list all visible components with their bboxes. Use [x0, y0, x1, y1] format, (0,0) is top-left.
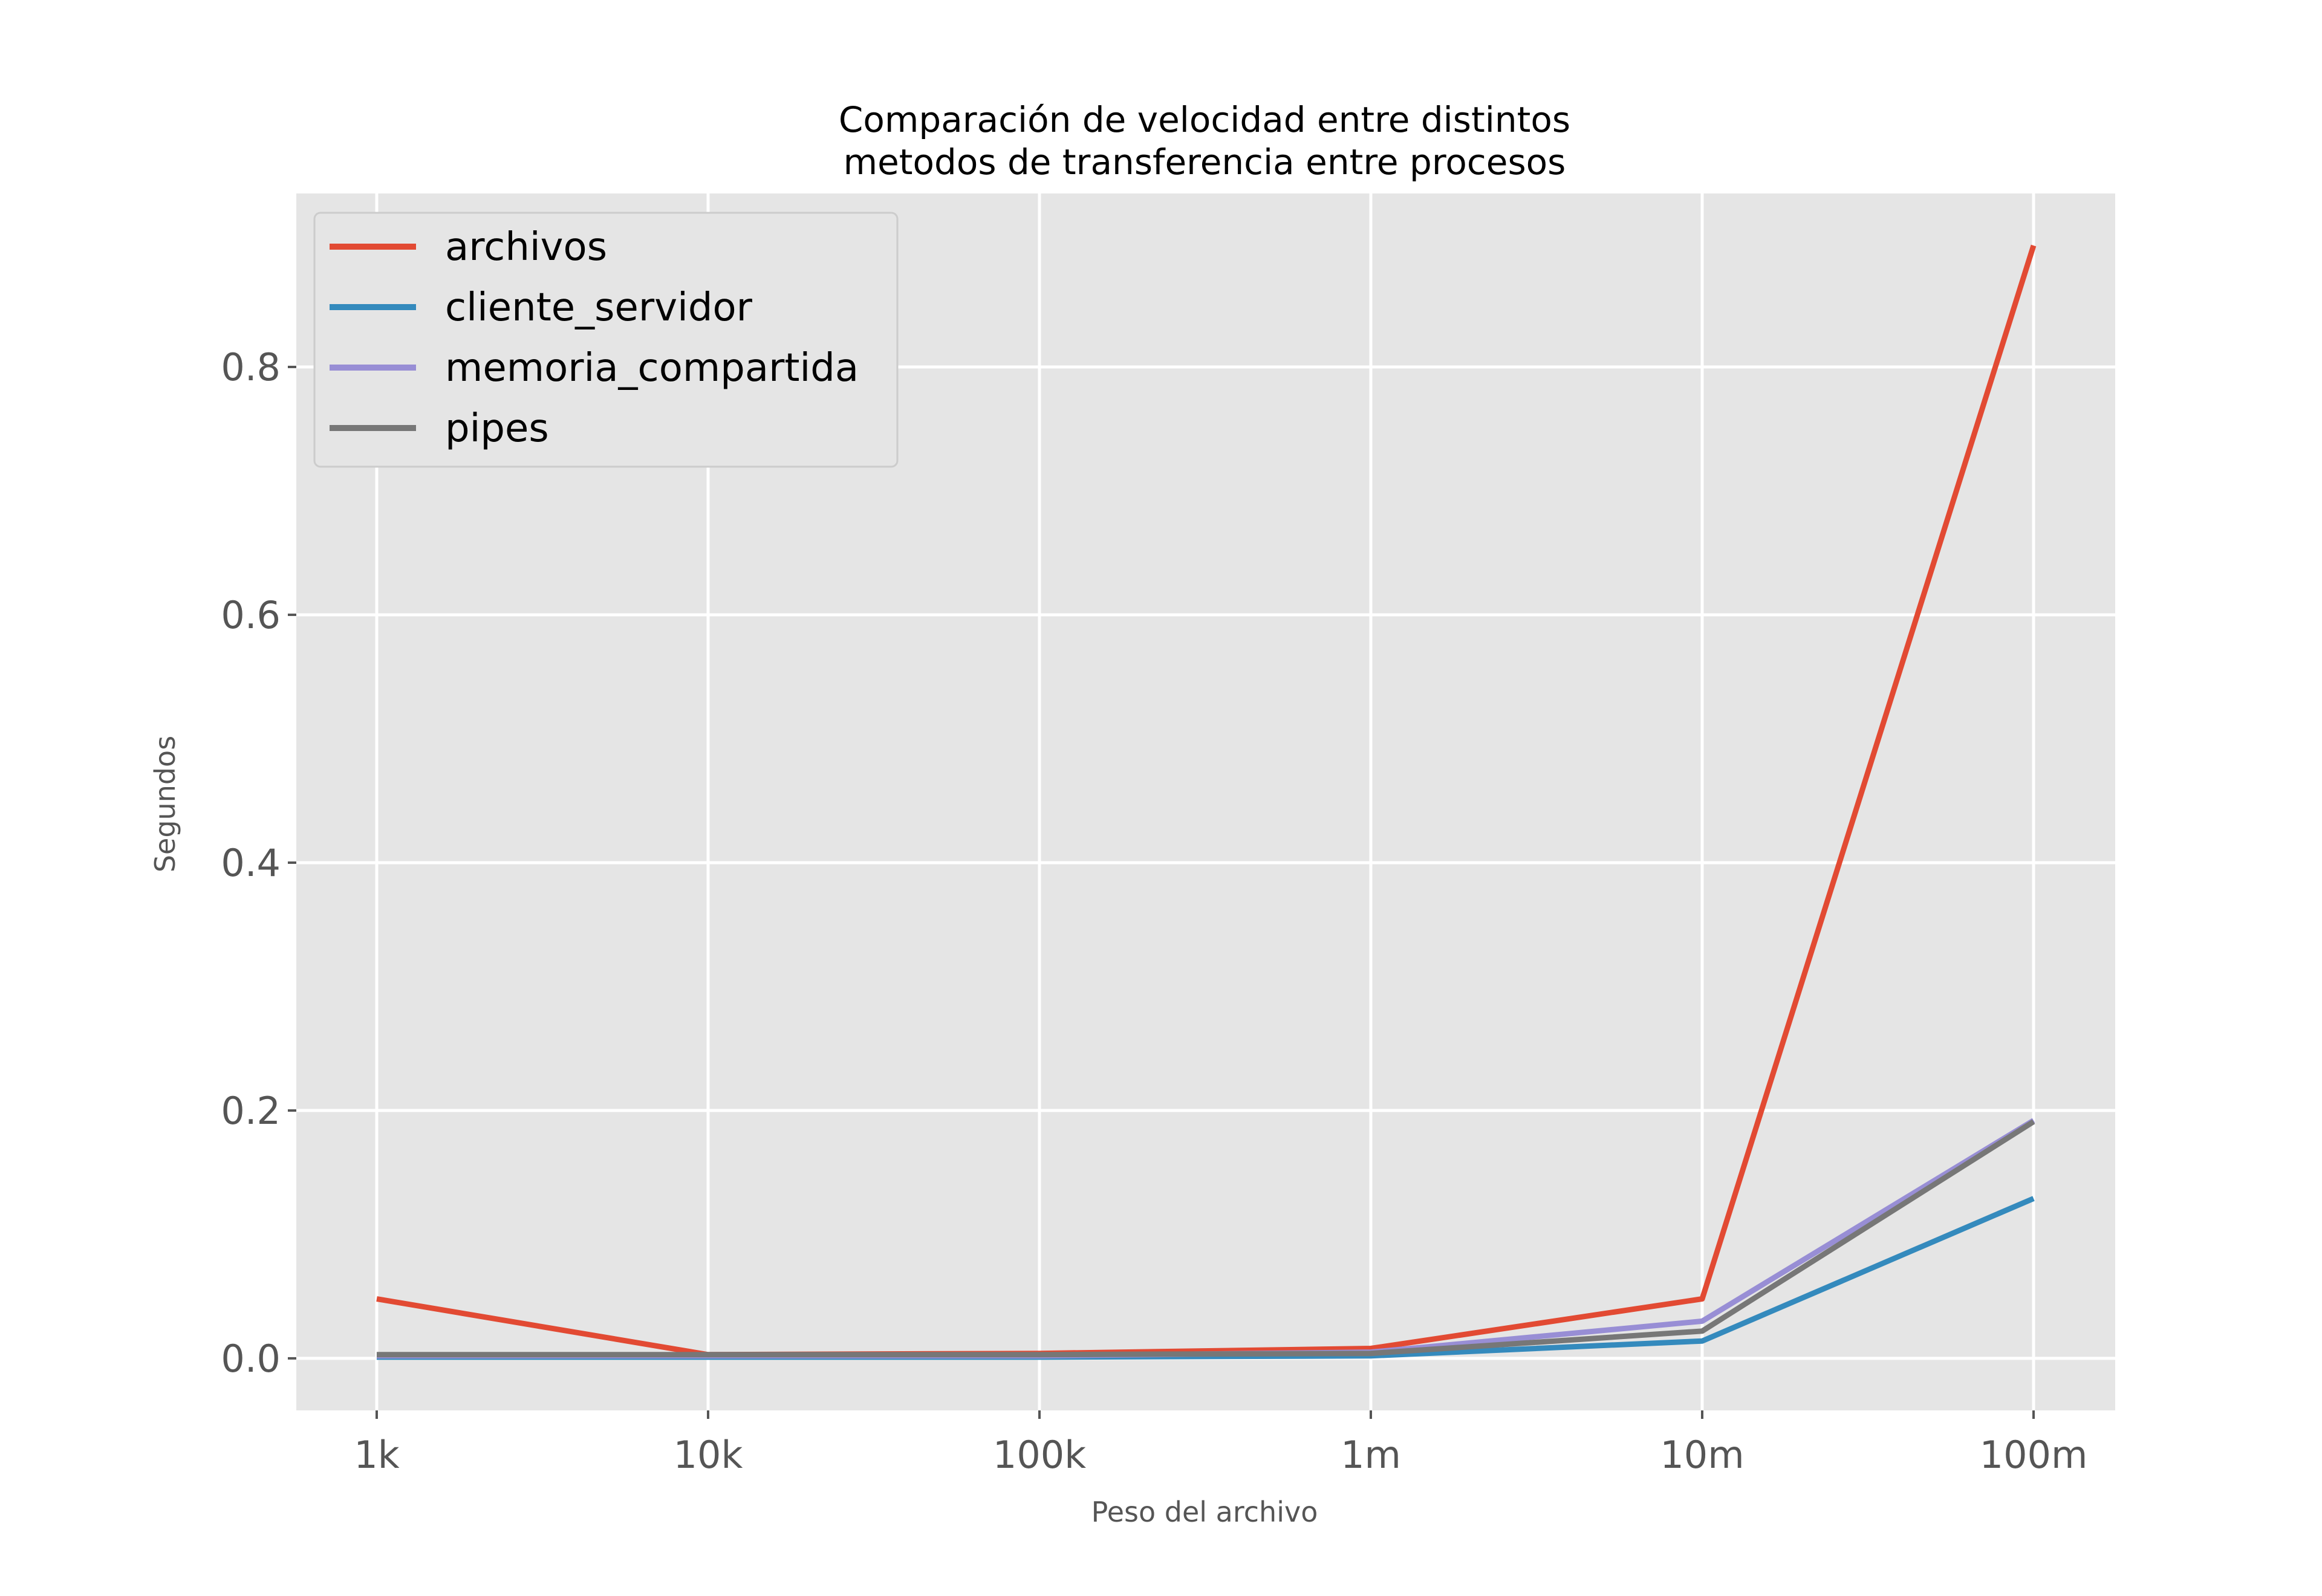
legend-label-pipes: pipes [445, 406, 549, 451]
x-tick-label: 100k [993, 1433, 1086, 1477]
y-tick-label: 0.2 [221, 1089, 281, 1133]
legend-label-memoria_compartida: memoria_compartida [445, 346, 859, 391]
chart-title-line-1: Comparación de velocidad entre distintos [839, 99, 1570, 140]
x-tick-label: 10m [1660, 1433, 1744, 1477]
series-line-archivos [376, 244, 2037, 1358]
y-tick-label: 0.0 [221, 1337, 281, 1381]
x-axis-label: Peso del archivo [1091, 1496, 1318, 1528]
series-lines [376, 244, 2037, 1360]
y-tick-label: 0.6 [221, 593, 281, 637]
y-tick-label: 0.8 [221, 345, 281, 389]
x-tick-label: 1k [354, 1433, 399, 1477]
x-tick-label: 1m [1341, 1433, 1401, 1477]
x-tick-label: 10k [674, 1433, 743, 1477]
x-tick-label: 100m [1980, 1433, 2088, 1477]
legend-label-cliente_servidor: cliente_servidor [445, 285, 753, 330]
x-axis: 1k 10k 100k 1m 10m 100m [354, 1410, 2087, 1477]
chart-title-line-2: metodos de transferencia entre procesos [844, 141, 1566, 183]
y-tick-label: 0.4 [221, 841, 281, 885]
legend-frame [313, 212, 899, 468]
y-axis-label: Segundos [149, 736, 181, 872]
legend: archivos cliente_servidor memoria_comparti… [313, 212, 899, 468]
legend-label-archivos: archivos [445, 225, 607, 270]
y-axis: 0.0 0.2 0.4 0.6 0.8 [221, 345, 296, 1381]
series-line-pipes [377, 1119, 2035, 1358]
